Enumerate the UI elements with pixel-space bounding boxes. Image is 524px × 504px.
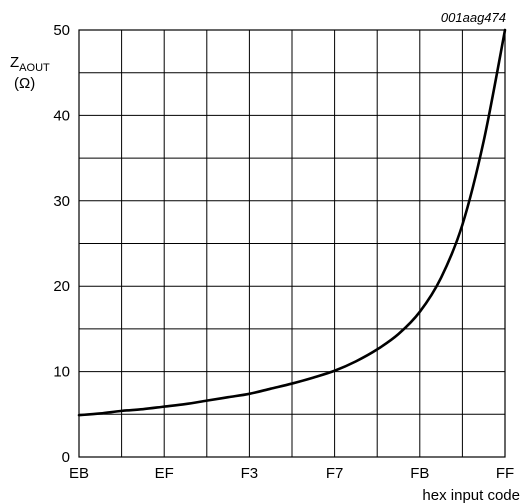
y-axis-title-subscript: AOUT [19,62,50,74]
grid-lines [79,30,505,457]
x-tick-labels: EB EF F3 F7 FB FF [69,465,514,482]
y-tick-label: 50 [53,22,70,39]
y-tick-labels: 0 10 20 30 40 50 [53,22,70,466]
y-tick-label: 10 [53,364,70,381]
y-axis-title-main: Z [10,54,19,71]
x-tick-label: FF [496,465,514,482]
x-tick-label: EB [69,465,89,482]
y-tick-label: 0 [62,449,70,466]
x-tick-label: EF [155,465,174,482]
y-axis-title: ZAOUT [10,54,50,74]
y-tick-label: 20 [53,278,70,295]
plot-frame [78,29,506,458]
y-axis-unit: (Ω) [14,75,35,92]
x-tick-label: F7 [326,465,344,482]
x-tick-label: FB [410,465,429,482]
series-line [77,28,507,417]
x-tick-label: F3 [241,465,259,482]
y-tick-label: 40 [53,107,70,124]
y-tick-label: 30 [53,193,70,210]
figure-id: 001aag474 [441,10,506,25]
x-axis-title: hex input code [422,487,520,504]
